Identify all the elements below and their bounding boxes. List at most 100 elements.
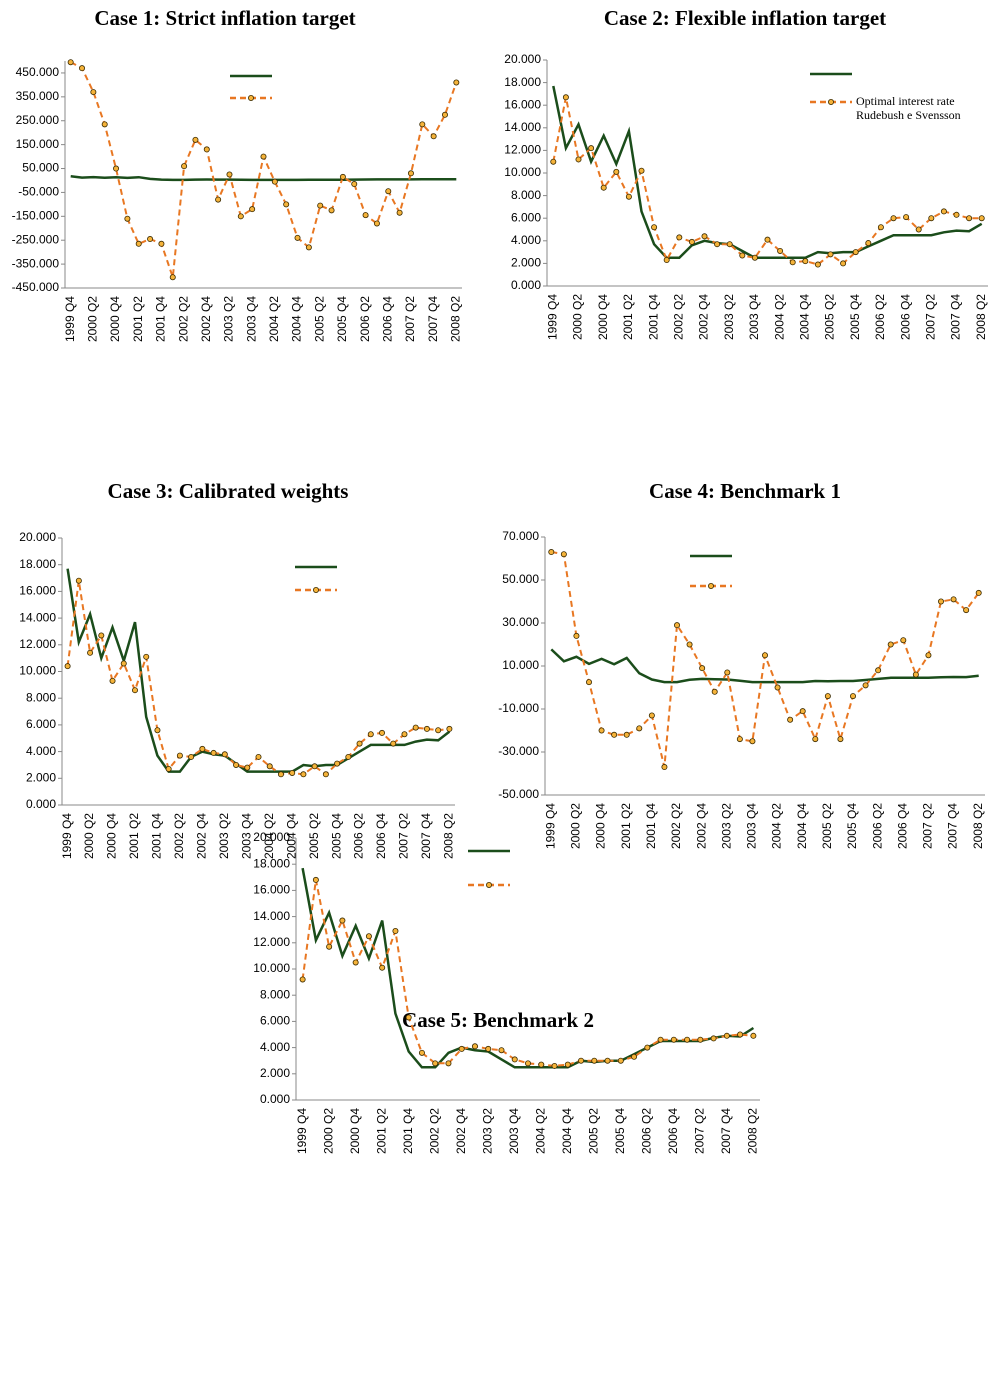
data-point — [124, 215, 131, 222]
data-point — [701, 233, 708, 240]
x-tick-label: 2007 Q4 — [719, 1108, 733, 1154]
x-tick-label: 2003 Q2 — [722, 294, 736, 340]
data-point — [312, 876, 319, 883]
data-point — [367, 731, 374, 738]
data-point — [98, 632, 105, 639]
data-point — [446, 725, 453, 732]
x-tick-label: 2005 Q2 — [820, 803, 834, 849]
x-tick-label: 2004 Q4 — [795, 803, 809, 849]
y-tick-label: 6.000 — [511, 210, 541, 224]
data-point — [724, 669, 731, 676]
data-point — [311, 763, 318, 770]
data-point — [950, 596, 957, 603]
x-tick-label: 2008 Q2 — [746, 1108, 760, 1154]
data-point — [326, 943, 333, 950]
y-tick-label: -30.000 — [498, 744, 539, 758]
data-point — [445, 1060, 452, 1067]
data-point — [188, 753, 195, 760]
data-point — [562, 94, 569, 101]
data-point — [351, 181, 358, 188]
data-point — [435, 727, 442, 734]
data-point — [663, 257, 670, 264]
data-point — [661, 764, 668, 771]
x-tick-label: 2000 Q2 — [86, 296, 100, 342]
data-point — [674, 622, 681, 629]
data-point — [423, 725, 430, 732]
legend-marker — [312, 587, 319, 594]
data-point — [158, 240, 165, 247]
y-tick-label: 350.000 — [16, 89, 60, 103]
data-point — [710, 1035, 717, 1042]
data-point — [617, 1057, 624, 1064]
legend-marker — [828, 99, 835, 106]
data-point — [726, 241, 733, 248]
y-tick-label: 6.000 — [260, 1014, 290, 1028]
x-tick-label: 2001 Q4 — [150, 813, 164, 859]
x-tick-label: 2002 Q4 — [454, 1108, 468, 1154]
data-point — [862, 682, 869, 689]
legend-label: Optimal interest rate Rudebush e Svensso… — [856, 94, 961, 122]
data-point — [283, 201, 290, 208]
data-point — [697, 1036, 704, 1043]
x-tick-label: 2000 Q4 — [596, 294, 610, 340]
data-point — [651, 224, 658, 231]
x-tick-label: 2006 Q4 — [374, 813, 388, 859]
data-point — [852, 249, 859, 256]
x-tick-label: 2006 Q4 — [666, 1108, 680, 1154]
x-tick-label: 2003 Q2 — [719, 803, 733, 849]
x-tick-label: 2001 Q4 — [154, 296, 168, 342]
series-line — [66, 568, 451, 773]
y-tick-label: 16.000 — [504, 97, 541, 111]
data-point — [551, 1062, 558, 1069]
x-tick-label: 2000 Q4 — [105, 813, 119, 859]
data-point — [294, 234, 301, 241]
data-point — [64, 663, 71, 670]
x-tick-label: 2005 Q4 — [845, 803, 859, 849]
data-point — [711, 688, 718, 695]
y-tick-label: 20.000 — [19, 530, 56, 544]
data-point — [890, 215, 897, 222]
y-tick-label: 0.000 — [26, 797, 56, 811]
chart-title: Case 4: Benchmark 1 — [649, 479, 841, 503]
x-tick-label: 2004 Q4 — [560, 1108, 574, 1154]
data-point — [631, 1053, 638, 1060]
x-tick-label: 2000 Q2 — [569, 803, 583, 849]
data-point — [699, 665, 706, 672]
x-tick-label: 1999 Q4 — [543, 803, 557, 849]
x-tick-label: 2005 Q4 — [848, 294, 862, 340]
data-point — [203, 146, 210, 153]
x-tick-label: 1999 Q4 — [295, 1108, 309, 1154]
x-tick-label: 2006 Q2 — [352, 813, 366, 859]
data-point — [485, 1045, 492, 1052]
x-tick-label: 2001 Q2 — [127, 813, 141, 859]
data-point — [928, 215, 935, 222]
data-point — [154, 727, 161, 734]
x-tick-label: 2006 Q2 — [639, 1108, 653, 1154]
legend-marker — [247, 95, 254, 102]
y-tick-label: 8.000 — [260, 987, 290, 1001]
data-point — [396, 209, 403, 216]
data-point — [317, 202, 324, 209]
data-point — [966, 215, 973, 222]
data-point — [648, 712, 655, 719]
data-point — [299, 976, 306, 983]
y-tick-label: 10.000 — [19, 664, 56, 678]
data-point — [352, 959, 359, 966]
x-tick-label: 2002 Q4 — [697, 294, 711, 340]
x-tick-label: 2000 Q2 — [82, 813, 96, 859]
y-tick-label: 150.000 — [16, 137, 60, 151]
data-point — [113, 165, 120, 172]
data-point — [940, 208, 947, 215]
x-tick-label: 2005 Q4 — [329, 813, 343, 859]
series-line — [550, 648, 979, 684]
x-tick-label: 2003 Q4 — [507, 1108, 521, 1154]
y-tick-label: 20.000 — [253, 830, 290, 844]
chart-title: Case 2: Flexible inflation target — [604, 6, 886, 30]
data-point — [390, 740, 397, 747]
data-point — [827, 251, 834, 258]
data-point — [334, 760, 341, 767]
x-tick-label: 2004 Q4 — [290, 296, 304, 342]
x-tick-label: 2005 Q2 — [307, 813, 321, 859]
data-point — [266, 763, 273, 770]
data-point — [430, 133, 437, 140]
